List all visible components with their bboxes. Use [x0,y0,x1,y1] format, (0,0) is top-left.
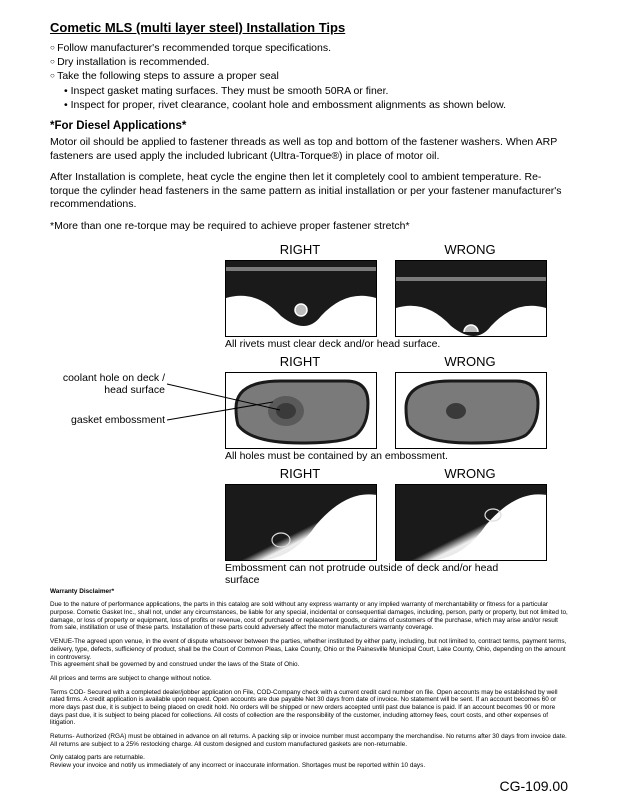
disclaimer-p2: VENUE-The agreed upon venue, in the even… [50,638,568,669]
disclaimer-p1: Due to the nature of performance applica… [50,601,568,632]
panel-hole-right [225,372,377,449]
label-wrong-2: WRONG [395,354,545,369]
bullet-text: Follow manufacturer's recommended torque… [57,42,331,54]
bullet-subitem: Inspect for proper, rivet clearance, coo… [64,98,568,112]
label-right-3: RIGHT [225,466,375,481]
panel-rivet-wrong [395,260,547,337]
callout-coolant: coolant hole on deck / head surface [50,372,165,397]
install-tips-list: Follow manufacturer's recommended torque… [50,41,568,112]
disclaimer-p2b: This agreement shall be governed by and … [50,661,299,668]
warranty-header: Warranty Disclaimer* [50,588,568,596]
disclaimer-p5: Returns- Authorized (RGA) must be obtain… [50,733,568,748]
bullet-text: Inspect gasket mating surfaces. They mus… [71,85,389,97]
caption-protrude: Embossment can not protrude outside of d… [225,562,505,587]
caption-holes: All holes must be contained by an emboss… [225,450,448,463]
bullet-text: Take the following steps to assure a pro… [57,70,279,82]
diesel-paragraph-2: After Installation is complete, heat cyc… [50,171,568,212]
diesel-header: *For Diesel Applications* [50,120,568,132]
disclaimer-p3: All prices and terms are subject to chan… [50,675,568,683]
panel-protrude-right [225,484,377,561]
disclaimer-p6b: Review your invoice and notify us immedi… [50,762,425,769]
panel-protrude-wrong [395,484,547,561]
bullet-subitem: Inspect gasket mating surfaces. They mus… [64,84,568,98]
bullet-item: Follow manufacturer's recommended torque… [50,41,568,55]
document-page: Cometic MLS (multi layer steel) Installa… [0,0,618,804]
caption-rivets: All rivets must clear deck and/or head s… [225,338,440,351]
disclaimer-p6a: Only catalog parts are returnable. [50,754,145,761]
bullet-item: Dry installation is recommended. [50,55,568,69]
disclaimer-p4: Terms COD- Secured with a completed deal… [50,689,568,727]
page-number: CG-109.00 [50,778,568,794]
label-right-1: RIGHT [225,242,375,257]
panel-hole-wrong [395,372,547,449]
diesel-paragraph-1: Motor oil should be applied to fastener … [50,136,568,163]
panel-rivet-right [225,260,377,337]
diagram-area: RIGHT WRONG All rivets must clear deck a… [50,242,568,582]
disclaimer-p6: Only catalog parts are returnable. Revie… [50,754,568,769]
bullet-item: Take the following steps to assure a pro… [50,69,568,83]
callout-emboss: gasket embossment [50,414,165,427]
label-wrong-1: WRONG [395,242,545,257]
disclaimer-p2a: VENUE-The agreed upon venue, in the even… [50,638,566,660]
diesel-note: *More than one re-torque may be required… [50,220,568,234]
label-right-2: RIGHT [225,354,375,369]
page-title: Cometic MLS (multi layer steel) Installa… [50,20,568,35]
bullet-text: Inspect for proper, rivet clearance, coo… [71,99,506,111]
warranty-header-text: Warranty Disclaimer* [50,588,114,595]
label-wrong-3: WRONG [395,466,545,481]
bullet-text: Dry installation is recommended. [57,56,209,68]
